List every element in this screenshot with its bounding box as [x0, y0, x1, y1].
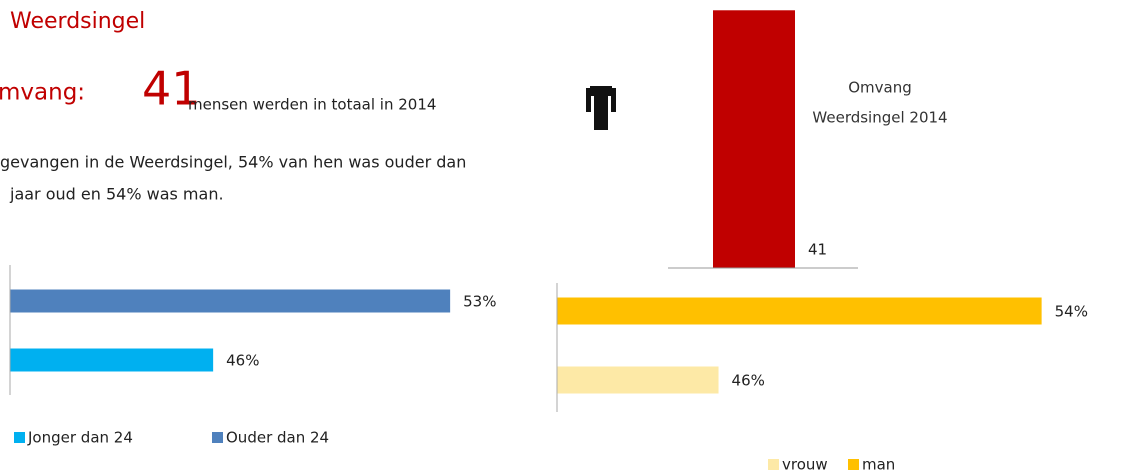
legend-label: Jonger dan 24 — [27, 429, 133, 447]
bar — [557, 366, 719, 394]
legend-swatch — [14, 432, 25, 443]
headline-number: 41 — [142, 62, 201, 116]
chart-title: Omvang — [848, 79, 912, 97]
legend-label: vrouw — [782, 456, 828, 474]
legend-swatch — [768, 459, 779, 470]
value-label: 53% — [463, 293, 496, 311]
headline-label: mvang: — [0, 80, 85, 106]
page-title: Weerdsingel — [10, 9, 145, 34]
legend-label: man — [862, 456, 895, 474]
bar — [10, 348, 214, 372]
value-label: 41 — [808, 241, 827, 259]
legend-swatch — [848, 459, 859, 470]
headline-text: mensen werden in totaal in 2014 — [188, 96, 436, 114]
person-icon — [586, 86, 616, 130]
bar — [10, 289, 451, 313]
paragraph-line: jaar oud en 54% was man. — [9, 185, 224, 204]
value-label: 54% — [1055, 303, 1088, 321]
bar — [557, 297, 1042, 325]
value-label: 46% — [732, 372, 765, 390]
legend-swatch — [212, 432, 223, 443]
value-label: 46% — [226, 352, 259, 370]
bar — [713, 10, 795, 269]
legend-label: Ouder dan 24 — [226, 429, 329, 447]
chart-title: Weerdsingel 2014 — [812, 109, 947, 127]
paragraph-line: gevangen in de Weerdsingel, 54% van hen … — [0, 153, 466, 172]
